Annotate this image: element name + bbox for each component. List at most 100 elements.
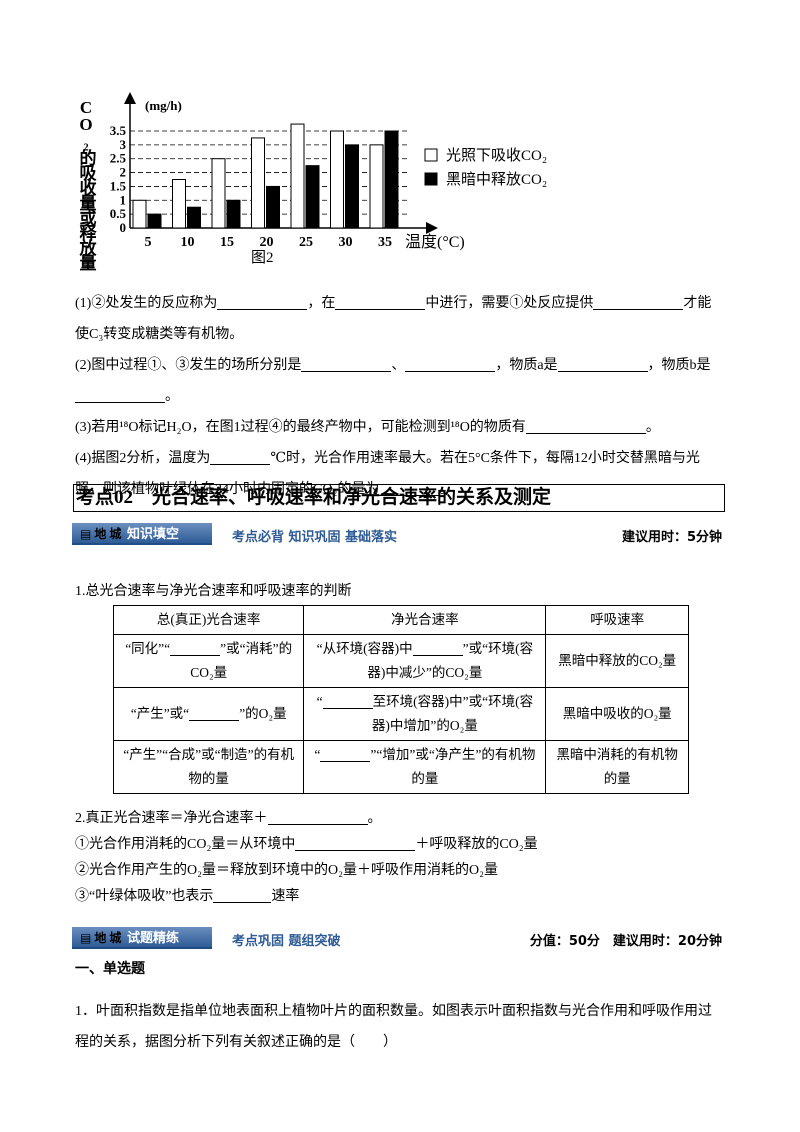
question-line: (2)图中过程①、③发生的场所分别是 、 ，物质a是 ，物质b是。 (75, 350, 725, 412)
cell: “产生”“合成”或“制造”的有机物的量 (112, 740, 305, 794)
blank (557, 357, 648, 372)
banner: 试题精练 ▤ 地 城 考点巩固 题组突破 分值：50分 建议用时：20分钟 (72, 924, 732, 954)
question-line: (4)据图2分析，温度为 ℃时，光合作用速率最大。若在5°C条件下，每隔12小时交… (75, 443, 725, 505)
cell: “产生”或“ ”的O₂量 (112, 687, 305, 741)
item-line: ①光合作用消耗的CO₂量＝从环境中 ＋呼吸释放的CO₂量 (75, 832, 538, 858)
y-tick-label: 3.5 (110, 123, 127, 138)
questions: (1)②处发生的反应称为 ，在 中进行，需要①处反应提供 才能使C₃转变成糖类等有机物… (75, 288, 725, 505)
x-tick-label: 20 (260, 235, 274, 250)
question-line: (1)②处发生的反应称为 ，在 中进行，需要①处反应提供 才能使C₃转变成糖类等有机物… (75, 288, 725, 350)
cell: “同化”“ ”或“消耗”的CO₂量 (112, 634, 305, 688)
banner-subtitle: 考点必背 知识巩固 基础落实 (232, 530, 398, 545)
blank (379, 481, 440, 496)
banner-tab: 试题精练 (72, 927, 212, 949)
bar (226, 199, 241, 229)
blank (217, 295, 308, 310)
blank (75, 388, 165, 403)
y-tick-label: 1 (120, 192, 127, 207)
x-tick-label: 5 (145, 235, 152, 250)
bar (211, 158, 226, 229)
x-label: 温度(°C) (405, 233, 465, 251)
x-tick-label: 10 (181, 235, 195, 250)
bar (251, 137, 265, 229)
text: (2)图中过程①、③发生的场所分别是 (75, 358, 302, 373)
y-tick-label: 0 (120, 220, 127, 235)
banner-tab: 知识填空 (72, 523, 212, 545)
text: 黑暗中消耗的有机物的量 (556, 747, 678, 786)
x-tick-label: 15 (220, 235, 234, 250)
x-tick-label: 25 (299, 235, 313, 250)
banner: 知识填空 ▤ 地 城 考点必背 知识巩固 基础落实 建议用时：5分钟 (72, 520, 732, 550)
text: (3)若用¹⁸O标记H₂O，在图1过程④的最终产物中，可能检测到¹⁸O的物质有 (75, 420, 526, 435)
text: 、 (391, 358, 406, 373)
text: “同化”“ (125, 641, 171, 656)
text: 。 (645, 420, 660, 435)
item-line: 2.真正光合速率＝净光合速率＋ 。 (75, 806, 538, 832)
part-title: 一、单选题 (75, 962, 145, 977)
text: ”的O₂量 (239, 706, 287, 721)
text: ”或“消耗”的CO₂量 (190, 641, 293, 680)
item-line: ③“叶绿体吸收”也表示 速率 (75, 884, 538, 910)
blank (593, 295, 684, 310)
blank (525, 419, 646, 434)
bar (305, 165, 320, 229)
bar (147, 213, 162, 229)
blank (213, 888, 272, 903)
y-tick-label: 2 (120, 165, 127, 180)
text: “产生”“合成”或“制造”的有机物的量 (123, 747, 295, 786)
banner-subtitle: 考点巩固 题组突破 (232, 934, 341, 949)
legend-label: 光照下吸收CO₂ (446, 147, 547, 164)
text: ①光合作用消耗的CO₂量＝从环境中 (75, 837, 296, 852)
text: ，物质b是 (647, 358, 711, 373)
text: “从环境(容器)中 (316, 641, 413, 656)
blank (322, 695, 373, 709)
legend-swatch (424, 148, 438, 162)
text: ，物质a是 (495, 358, 558, 373)
text: 黑暗中释放的CO₂量 (558, 653, 677, 668)
header-cell: 净光合速率 (303, 605, 547, 635)
y-label: CO₂的吸收量或释放量 (77, 98, 98, 271)
text: 至环境(容器)中”或“环境(容器)中增加”的O₂量 (371, 694, 534, 733)
legend-swatch (424, 172, 438, 186)
caption: 图2 (251, 249, 274, 266)
cell: “从环境(容器)中 ”或“环境(容器)中减少”的CO₂量 (303, 634, 547, 688)
cell: 黑暗中吸收的O₂量 (545, 687, 689, 741)
blank (412, 642, 463, 656)
blank (295, 836, 416, 851)
blank (267, 810, 368, 825)
section-title: 考点02 光合速率、呼吸速率和净光合速率的关系及测定 (73, 484, 725, 512)
text: (1)②处发生的反应称为 (75, 296, 218, 311)
blank (405, 357, 496, 372)
bar (384, 130, 399, 229)
text: 2.真正光合速率＝净光合速率＋ (75, 811, 268, 826)
text: ”或“环境(容器)中减少”的CO₂量 (367, 641, 534, 680)
cell: “ ”“增加”或“净产生”的有机物的量 (303, 740, 547, 794)
text: “ (314, 747, 321, 762)
blank (210, 450, 271, 465)
bar (266, 185, 280, 229)
y-tick-label: 1.5 (110, 178, 127, 193)
text: ℃时，光合作用速率最大。若在5°C条件下，每隔12小时交替黑暗与光照，则该植物叶… (75, 451, 700, 497)
text: ②光合作用产生的O₂量＝释放到环境中的O₂量＋呼吸作用消耗的O₂量 (75, 863, 498, 878)
header-cell: 呼吸速率 (545, 605, 689, 635)
item2: 2.真正光合速率＝净光合速率＋ 。 ①光合作用消耗的CO₂量＝从环境中 ＋呼吸释放的C… (75, 806, 538, 910)
blank (335, 295, 426, 310)
text: 。 (367, 811, 382, 826)
bar (330, 130, 344, 229)
x-tick-label: 30 (339, 235, 353, 250)
text: 才能使C₃转变成糖类等有机物。 (75, 296, 712, 342)
cell: 黑暗中释放的CO₂量 (545, 634, 689, 688)
text: 。 (165, 389, 179, 404)
bar (187, 206, 201, 229)
bar (172, 179, 186, 229)
item-title: 1.总光合速率与净光合速率和呼吸速率的判断 (75, 584, 352, 599)
x-tick-label: 35 (378, 235, 392, 250)
blank (189, 707, 240, 721)
cell: “ 至环境(容器)中”或“环境(容器)中增加”的O₂量 (303, 687, 547, 741)
text: 中进行，需要①处反应提供 (425, 296, 594, 311)
legend-label: 黑暗中释放CO₂ (446, 171, 547, 188)
bar (290, 123, 305, 229)
bar (369, 144, 384, 229)
text: 速率 (271, 889, 300, 904)
